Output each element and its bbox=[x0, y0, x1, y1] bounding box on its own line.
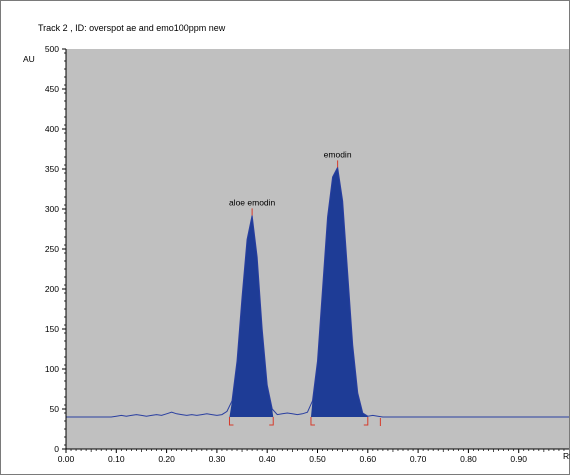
y-axis-unit: AU bbox=[23, 54, 35, 64]
x-tick-label: 0.80 bbox=[460, 454, 477, 464]
y-tick-label: 100 bbox=[45, 364, 59, 374]
y-tick-label: 250 bbox=[45, 244, 59, 254]
peak-labels: aloe emodin emodin bbox=[229, 149, 352, 207]
y-tick-label: 350 bbox=[45, 164, 59, 174]
peak-end-marker-2 bbox=[363, 417, 369, 426]
y-tick-label: 500 bbox=[45, 44, 59, 54]
peak-start-marker-1 bbox=[228, 417, 234, 426]
y-tick-label: 200 bbox=[45, 284, 59, 294]
peak-start-marker-2 bbox=[310, 417, 315, 426]
x-tick-label: 0.10 bbox=[108, 454, 125, 464]
chart-title: Track 2 , ID: overspot ae and emo100ppm … bbox=[38, 23, 226, 33]
y-tick-label: 450 bbox=[45, 84, 59, 94]
x-tick-label: 0.50 bbox=[309, 454, 326, 464]
x-tick-label: 0.90 bbox=[510, 454, 527, 464]
y-tick-label: 150 bbox=[45, 324, 59, 334]
axes: 0 50 100 150 200 250 300 350 400 450 500 0.00 0.10 0.… bbox=[45, 44, 569, 464]
peak-end-marker-1 bbox=[269, 417, 274, 426]
x-tick-label: 0.30 bbox=[209, 454, 226, 464]
y-tick-label: 0 bbox=[54, 444, 59, 454]
peak-fill-1 bbox=[229, 215, 274, 417]
x-axis-unit: Rf bbox=[563, 451, 570, 461]
trace-line bbox=[66, 165, 569, 418]
peak-label-1: aloe emodin bbox=[229, 197, 276, 207]
trace-lines bbox=[66, 165, 569, 418]
x-tick-label: 0.40 bbox=[259, 454, 276, 464]
y-tick-label: 50 bbox=[50, 404, 60, 414]
peak-label-2: emodin bbox=[324, 149, 352, 159]
x-tick-label: 0.20 bbox=[158, 454, 175, 464]
y-tick-label: 300 bbox=[45, 204, 59, 214]
y-tick-label: 400 bbox=[45, 124, 59, 134]
x-tick-label: 0.00 bbox=[58, 454, 75, 464]
x-tick-label: 0.70 bbox=[410, 454, 427, 464]
integration-markers bbox=[228, 160, 381, 426]
x-tick-label: 0.60 bbox=[360, 454, 377, 464]
